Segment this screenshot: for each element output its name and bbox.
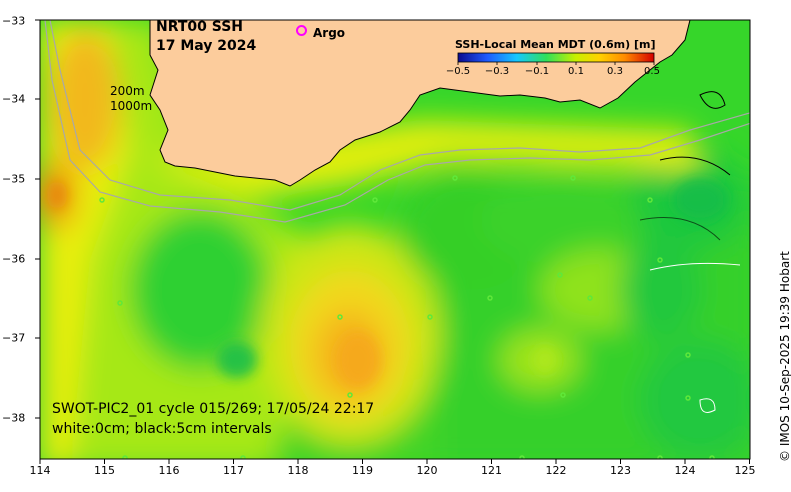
colorbar-tick: −0.3	[484, 66, 510, 77]
colorbar-title: SSH-Local Mean MDT (0.6m) [m]	[455, 38, 656, 51]
depth-labels: 200m 1000m	[110, 84, 152, 114]
map-title: NRT00 SSH 17 May 2024	[156, 18, 256, 56]
x-tick-label: 124	[674, 464, 696, 477]
bathymetry-contours	[44, 20, 750, 223]
x-tick-label: 121	[481, 464, 502, 477]
x-tick-label: 117	[223, 464, 244, 477]
float-markers	[99, 175, 715, 459]
x-tick-label: 116	[158, 464, 180, 477]
swot-cycle-line: SWOT-PIC2_01 cycle 015/269; 17/05/24 22:…	[52, 401, 375, 417]
colorbar	[457, 52, 655, 63]
axis-ticks	[35, 19, 750, 464]
x-tick-label: 125	[734, 464, 756, 477]
depth-200m: 200m	[110, 84, 145, 98]
colorbar-tick: 0.3	[607, 66, 623, 77]
x-tick-label: 115	[94, 464, 115, 477]
y-tick-label: −34	[2, 92, 26, 106]
x-tick-label: 119	[352, 464, 373, 477]
ssh-contours	[639, 91, 741, 413]
title-line-1: NRT00 SSH	[156, 19, 244, 35]
plot-frame	[39, 19, 751, 460]
colorbar-tick: 0.1	[568, 66, 584, 77]
x-tick-label: 114	[29, 464, 51, 477]
argo-label: Argo	[313, 26, 346, 40]
title-line-2: 17 May 2024	[156, 38, 257, 54]
colorbar-tick: 0.5	[644, 66, 660, 77]
y-tick-label: −38	[2, 411, 26, 425]
x-tick-label: 120	[416, 464, 438, 477]
y-tick-label: −37	[2, 331, 26, 345]
y-tick-label: −36	[2, 252, 26, 266]
swot-annotation: SWOT-PIC2_01 cycle 015/269; 17/05/24 22:…	[52, 399, 374, 439]
colorbar-tick: −0.1	[524, 66, 550, 77]
depth-1000m: 1000m	[110, 99, 153, 113]
colorbar-tick: −0.5	[445, 66, 471, 77]
y-tick-label: −35	[2, 172, 26, 186]
argo-legend: Argo	[296, 25, 345, 40]
contour-key-line: white:0cm; black:5cm intervals	[52, 421, 272, 437]
x-tick-label: 118	[287, 464, 309, 477]
x-tick-label: 122	[545, 464, 567, 477]
imos-credit: © IMOS 10-Sep-2025 19:39 Hobart	[778, 251, 791, 462]
y-tick-label: −33	[2, 14, 26, 28]
x-tick-label: 123	[610, 464, 631, 477]
argo-marker-icon	[296, 25, 307, 36]
